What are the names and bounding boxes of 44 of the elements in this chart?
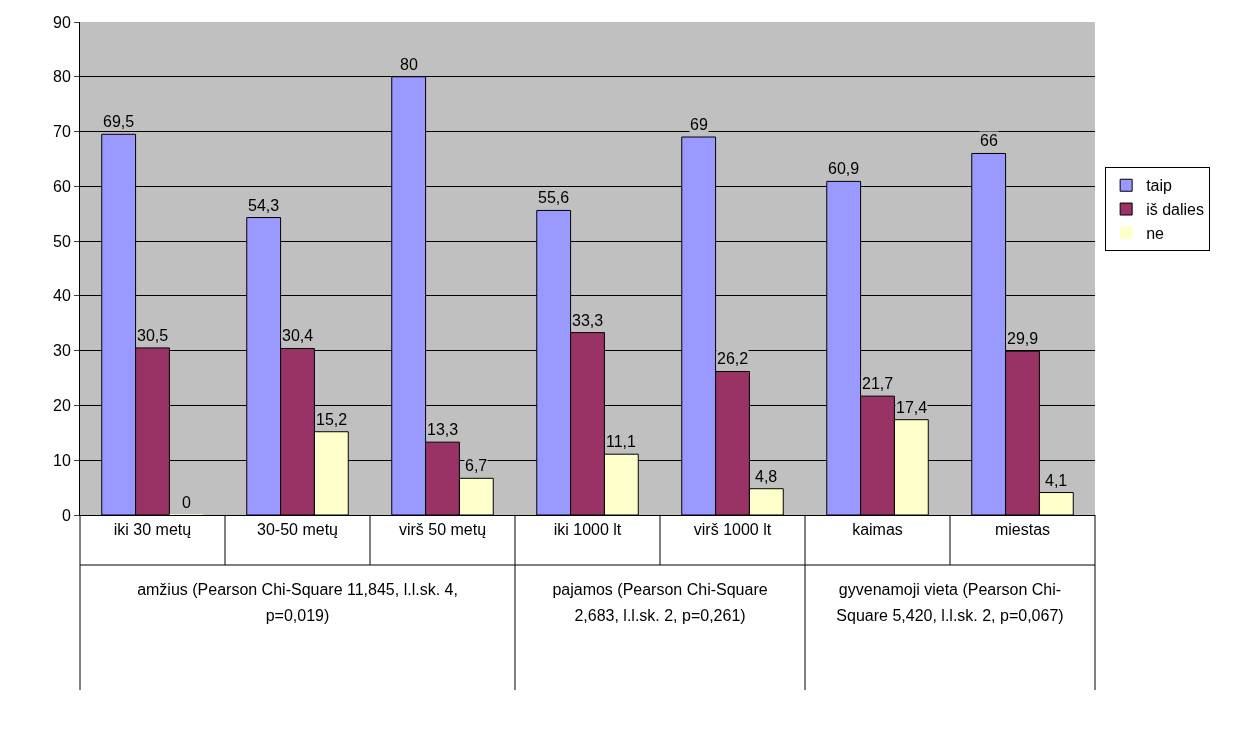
data-label: 13,3 <box>427 421 459 438</box>
data-label: 4,8 <box>755 468 778 485</box>
x-tick-label: virš 1000 lt <box>693 521 772 539</box>
data-label: 60,9 <box>828 160 860 177</box>
data-label: 21,7 <box>862 375 894 392</box>
text: amžius (Pearson Chi-Square 11,845, l.l.sk. 4, p=0,019) <box>136 580 459 626</box>
y-tick-label: 70 <box>53 123 71 141</box>
data-label: 29,9 <box>1007 330 1039 347</box>
data-label: 15,2 <box>316 411 348 428</box>
data-label: 33,3 <box>572 312 604 329</box>
y-tick-label: 10 <box>53 451 71 469</box>
y-tick-label: 90 <box>53 13 71 31</box>
data-label: 69,5 <box>103 113 135 130</box>
data-label: 66 <box>980 132 998 149</box>
x-tick-label: miestas <box>994 521 1051 539</box>
legend-label: ne <box>1146 225 1165 243</box>
x-tick-label: virš 50 metų <box>398 521 487 539</box>
data-label: 69 <box>690 116 708 133</box>
data-label: 17,4 <box>896 399 928 416</box>
text: gyvenamoji vieta (Pearson Chi-Square 5,420, l.l.sk. 2, p=0,067) <box>835 580 1065 626</box>
x-tick-label: 30-50 metų <box>257 521 339 539</box>
y-tick-label: 20 <box>53 397 71 415</box>
y-tick-label: 80 <box>53 68 71 86</box>
data-label: 26,2 <box>717 350 749 367</box>
data-label: 4,1 <box>1045 472 1068 489</box>
x-tick-label: iki 1000 lt <box>553 521 622 539</box>
data-label: 11,1 <box>606 433 637 450</box>
y-tick-label: 30 <box>53 342 71 360</box>
data-label: 55,6 <box>538 189 570 206</box>
text: pajamos (Pearson Chi-Square 2,683, l.l.sk. 2, p=0,261) <box>551 580 769 626</box>
y-tick-label: 50 <box>53 232 71 250</box>
data-label: 80 <box>400 56 418 73</box>
y-tick-label: 60 <box>53 177 71 195</box>
y-tick-label: 40 <box>53 287 71 305</box>
legend-label: iš dalies <box>1146 201 1204 219</box>
data-label: 30,5 <box>137 327 169 344</box>
x-tick-label: kaimas <box>852 521 903 539</box>
x-tick-label: iki 30 metų <box>113 521 192 539</box>
data-label: 6,7 <box>465 457 488 474</box>
y-tick-label: 0 <box>61 506 71 524</box>
data-label: 54,3 <box>248 197 280 214</box>
data-label: 30,4 <box>282 327 314 344</box>
data-label: 0 <box>182 494 191 511</box>
legend-label: taip <box>1146 177 1173 195</box>
